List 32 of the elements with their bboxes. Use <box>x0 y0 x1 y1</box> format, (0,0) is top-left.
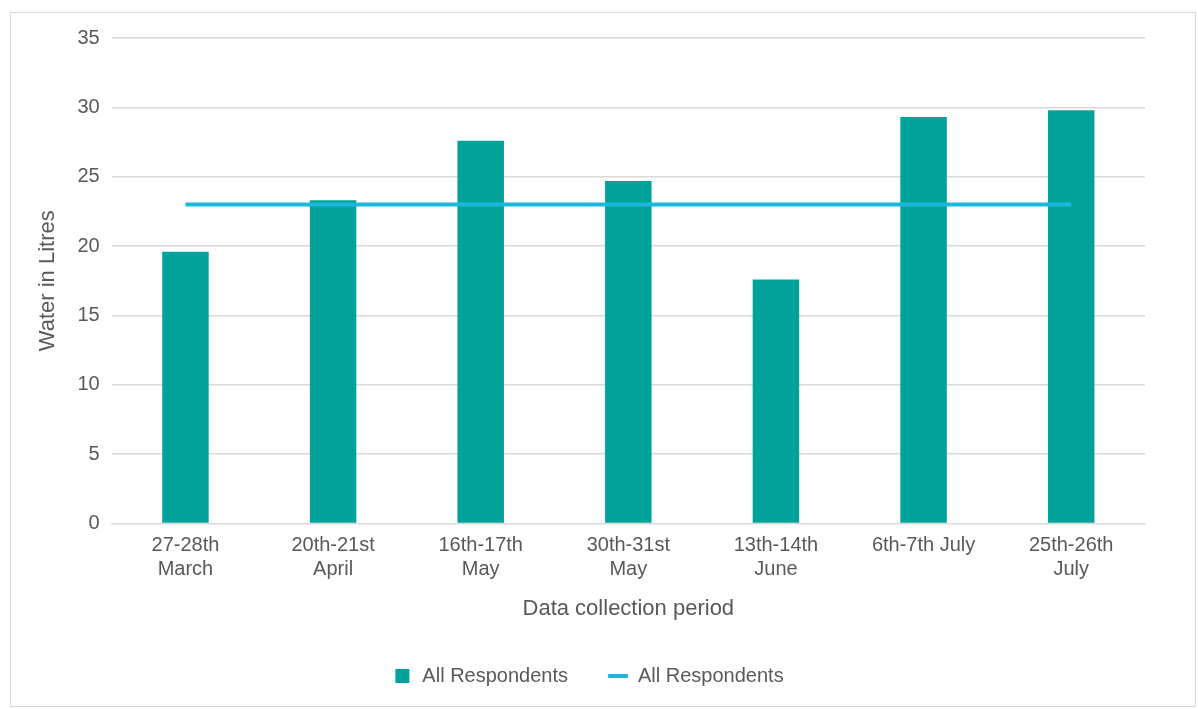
y-tick-label: 5 <box>88 441 100 464</box>
bar <box>1047 110 1095 523</box>
category-label: 13th-14th <box>733 533 819 556</box>
category-label: June <box>754 557 798 580</box>
category-label: May <box>609 557 648 580</box>
category-label: 30th-31st <box>586 533 671 556</box>
bar <box>309 200 357 523</box>
y-tick-label: 0 <box>88 511 100 534</box>
y-tick-label: 25 <box>77 164 100 187</box>
bar <box>457 140 504 523</box>
legend-label: All Respondents <box>422 663 569 686</box>
x-axis-title: Data collection period <box>522 594 735 620</box>
y-tick-label: 10 <box>77 372 100 395</box>
category-label: May <box>461 557 500 580</box>
y-tick-label: 15 <box>77 303 100 325</box>
category-label: 16th-17th <box>438 533 523 556</box>
y-axis-title: Water in Litres <box>34 210 60 352</box>
x-tick-label: 6th-7th July <box>871 533 976 556</box>
category-label: July <box>1053 557 1089 580</box>
y-tick-label: 35 <box>77 25 100 48</box>
bar <box>900 117 947 523</box>
legend-label: All Respondents <box>638 663 784 686</box>
bar <box>605 180 652 523</box>
category-label: 25th-26th <box>1028 533 1114 556</box>
category-label: 20th-21st <box>291 533 375 556</box>
y-tick-label: 30 <box>77 94 100 117</box>
bar <box>752 279 800 523</box>
category-label: 27-28th <box>151 533 220 556</box>
category-label: March <box>157 557 214 580</box>
bar <box>162 251 209 523</box>
y-tick-label: 20 <box>77 233 100 256</box>
category-label: April <box>313 557 354 580</box>
